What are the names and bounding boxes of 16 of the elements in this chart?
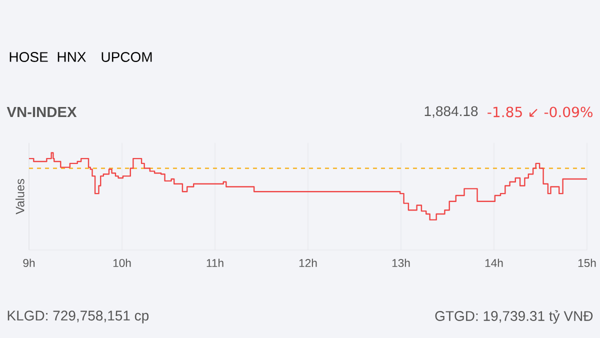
x-tick-label: 14h <box>485 258 503 267</box>
x-tick-label: 15h <box>578 258 596 268</box>
text: -1.85 ↙ -0.09% <box>488 106 592 118</box>
x-tick-label: 11h <box>206 258 224 267</box>
y-axis-title: Values <box>15 179 24 214</box>
text: GTGD: 19,739.31 tỷ VNĐ <box>435 310 593 324</box>
x-tick-label: 9h <box>23 258 35 268</box>
chart-title: VN-INDEX <box>6 106 77 118</box>
text: UPCOM <box>102 52 152 62</box>
text: 1,884.18 <box>424 106 478 118</box>
x-tick-label: 10h <box>113 258 131 268</box>
text: HOSE <box>10 52 48 62</box>
x-tick-label: 13h <box>392 258 410 268</box>
text: HNX <box>58 52 86 62</box>
x-tick-label: 12h <box>299 258 317 267</box>
text: KLGD: 729,758,151 cp <box>8 310 149 324</box>
